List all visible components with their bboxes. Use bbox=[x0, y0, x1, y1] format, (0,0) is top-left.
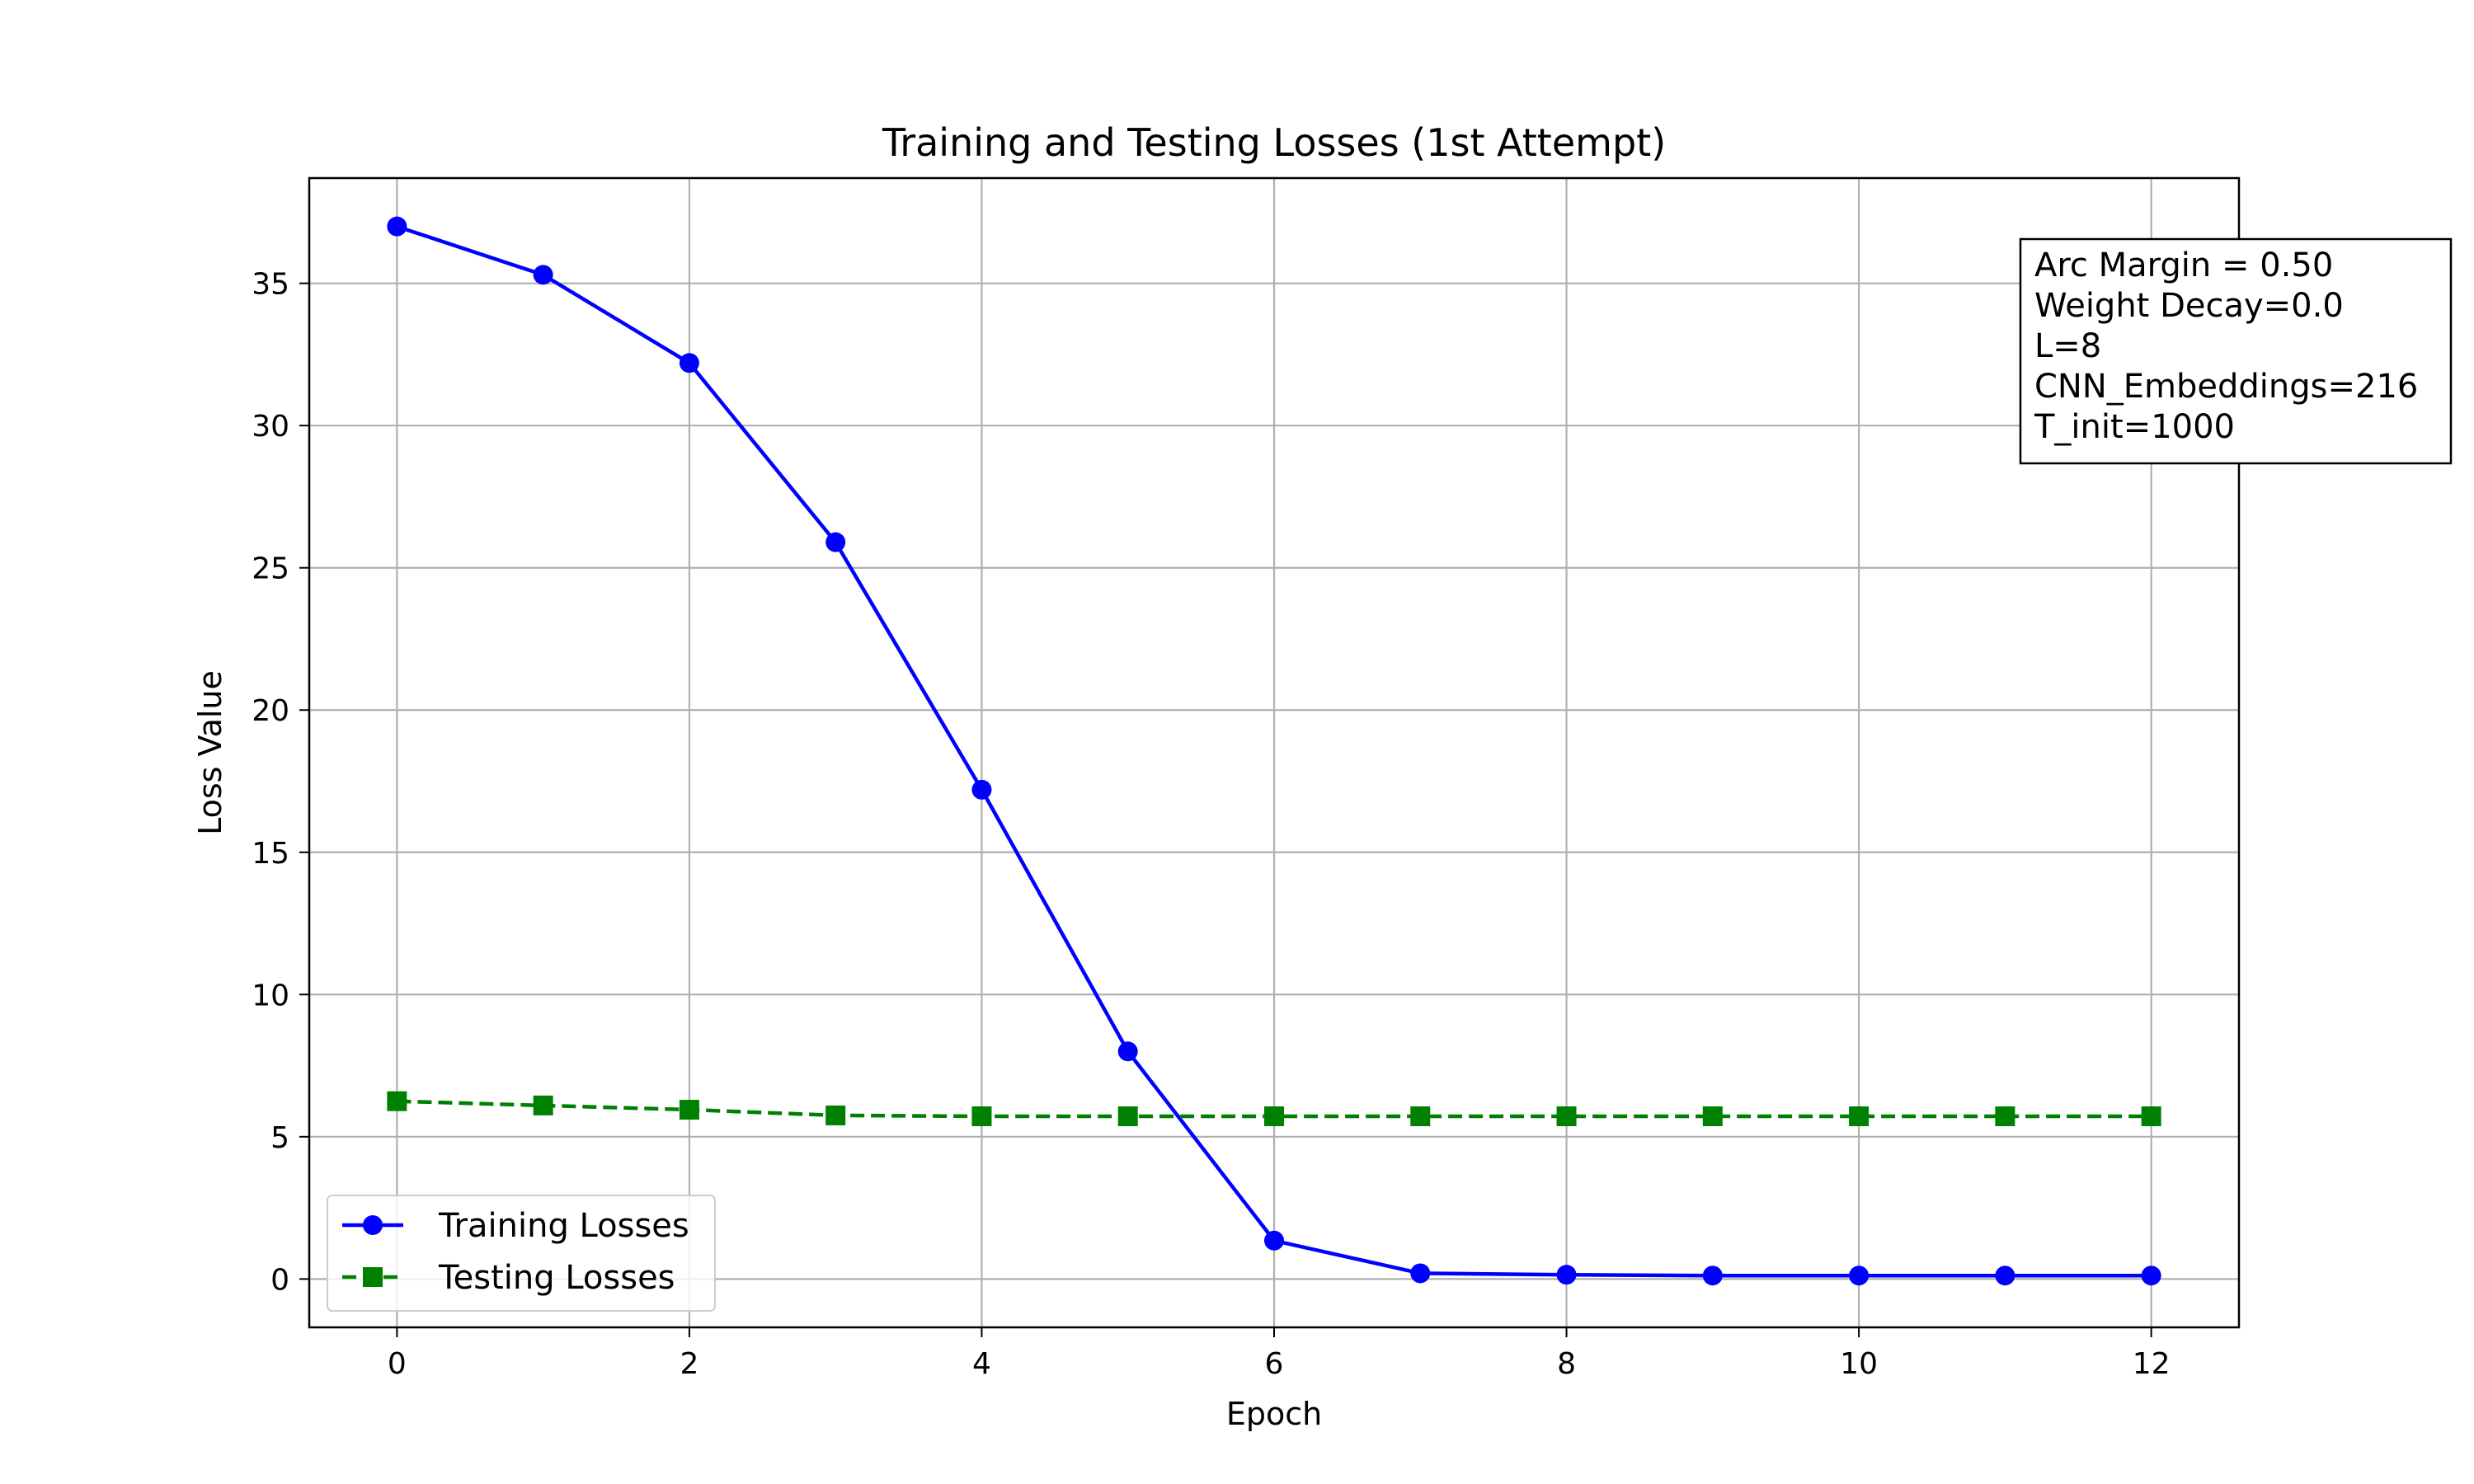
annotation-line: Weight Decay=0.0 bbox=[2034, 287, 2344, 325]
testing-losses-point bbox=[1849, 1106, 1870, 1126]
legend-label: Testing Losses bbox=[438, 1259, 675, 1297]
testing-losses-point bbox=[1995, 1106, 2015, 1126]
y-axis-label: Loss Value bbox=[192, 670, 228, 835]
y-tick-label: 20 bbox=[252, 694, 289, 728]
testing-losses-point bbox=[1117, 1106, 1138, 1126]
training-losses-point bbox=[1995, 1266, 2015, 1286]
training-losses-point bbox=[533, 265, 553, 285]
chart-title: Training and Testing Losses (1st Attempt… bbox=[882, 120, 1666, 165]
training-losses-point bbox=[1849, 1266, 1870, 1286]
training-losses-point bbox=[2141, 1266, 2161, 1286]
x-axis-label: Epoch bbox=[1226, 1396, 1322, 1432]
x-tick-label: 2 bbox=[680, 1347, 698, 1381]
training-losses-point bbox=[1117, 1041, 1138, 1062]
axis-ticks: 0 2 4 6 8 10 12 0 5 10 15 20 25 30 35 bbox=[252, 268, 2170, 1381]
y-tick-label: 0 bbox=[270, 1263, 289, 1297]
testing-losses-point bbox=[387, 1091, 407, 1111]
training-losses-point bbox=[679, 353, 699, 373]
x-tick-label: 0 bbox=[388, 1347, 407, 1381]
y-tick-label: 5 bbox=[270, 1121, 289, 1155]
training-losses-point bbox=[1264, 1230, 1284, 1251]
legend-swatch-marker bbox=[363, 1215, 383, 1235]
y-tick-label: 10 bbox=[252, 979, 289, 1012]
legend-label: Training Losses bbox=[438, 1207, 689, 1245]
y-tick-label: 30 bbox=[252, 410, 289, 444]
annotation-line: Arc Margin = 0.50 bbox=[2034, 247, 2333, 284]
x-tick-label: 12 bbox=[2133, 1347, 2171, 1381]
legend: Training Losses Testing Losses bbox=[327, 1195, 716, 1312]
legend-frame bbox=[327, 1195, 716, 1312]
x-tick-label: 10 bbox=[1840, 1347, 1878, 1381]
testing-losses-point bbox=[1264, 1106, 1284, 1126]
y-tick-label: 15 bbox=[252, 837, 289, 871]
training-losses-point bbox=[825, 532, 846, 552]
y-tick-label: 25 bbox=[252, 552, 289, 586]
training-losses-point bbox=[387, 216, 407, 237]
series-layer bbox=[387, 216, 2161, 1286]
x-tick-label: 6 bbox=[1265, 1347, 1284, 1381]
testing-losses-point bbox=[679, 1100, 699, 1120]
annotation-line: L=8 bbox=[2034, 327, 2101, 365]
testing-losses-point bbox=[1556, 1106, 1577, 1126]
testing-losses-point bbox=[1702, 1106, 1723, 1126]
testing-losses-point bbox=[1410, 1106, 1431, 1126]
x-tick-label: 8 bbox=[1557, 1347, 1576, 1381]
annotation-frame bbox=[2019, 237, 2453, 465]
training-losses-point bbox=[1702, 1266, 1723, 1286]
annotation-line: CNN_Embeddings=216 bbox=[2034, 368, 2418, 406]
y-tick-label: 35 bbox=[252, 268, 289, 302]
training-losses-point bbox=[1556, 1265, 1577, 1285]
testing-losses-point bbox=[533, 1095, 553, 1115]
testing-losses-point bbox=[971, 1106, 992, 1126]
training-losses-point bbox=[971, 779, 992, 800]
testing-losses-point bbox=[825, 1105, 846, 1125]
annotation-line: T_init=1000 bbox=[2034, 408, 2235, 446]
x-tick-label: 4 bbox=[972, 1347, 991, 1381]
testing-losses-point bbox=[2141, 1106, 2161, 1126]
training-losses-point bbox=[1410, 1263, 1431, 1284]
legend-swatch-marker bbox=[363, 1267, 383, 1287]
